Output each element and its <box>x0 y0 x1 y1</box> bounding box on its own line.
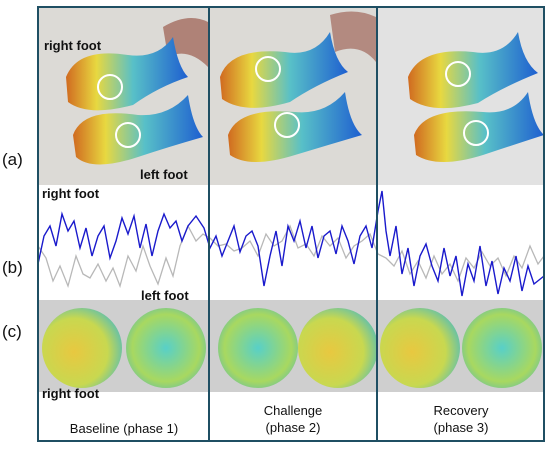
thermal-feet-phase1 <box>38 7 208 185</box>
temperature-traces <box>38 190 544 297</box>
thermal-disc-3 <box>218 308 298 388</box>
thermal-feet-phase2 <box>210 7 376 185</box>
label-left-foot-a: left foot <box>140 167 188 182</box>
figure-frame <box>37 6 545 442</box>
label-right-foot-c: right foot <box>42 386 100 401</box>
caption-strip <box>38 392 544 442</box>
divider-1 <box>208 6 210 442</box>
row-label-b: (b) <box>2 258 23 277</box>
phase-1-caption: Baseline (phase 1) <box>69 421 179 436</box>
divider-2 <box>376 6 378 442</box>
blue-trace <box>38 190 544 297</box>
row-label-c: (c) <box>2 322 22 341</box>
label-left-foot-c: left foot <box>141 288 189 303</box>
thermal-disc-5 <box>380 308 460 388</box>
thermal-disc-2 <box>126 308 206 388</box>
circular-thermal-images <box>38 300 544 392</box>
phase-2-caption: Challenge (phase 2) <box>263 403 323 435</box>
thermal-disc-4 <box>298 308 378 388</box>
label-right-foot-a: right foot <box>44 38 102 53</box>
label-right-foot-b: right foot <box>42 186 100 201</box>
row-label-a: (a) <box>2 150 23 169</box>
thermal-feet-phase3 <box>378 7 544 185</box>
thermal-disc-1 <box>42 308 122 388</box>
thermal-disc-6 <box>462 308 542 388</box>
phase-3-caption: Recovery (phase 3) <box>433 403 489 435</box>
